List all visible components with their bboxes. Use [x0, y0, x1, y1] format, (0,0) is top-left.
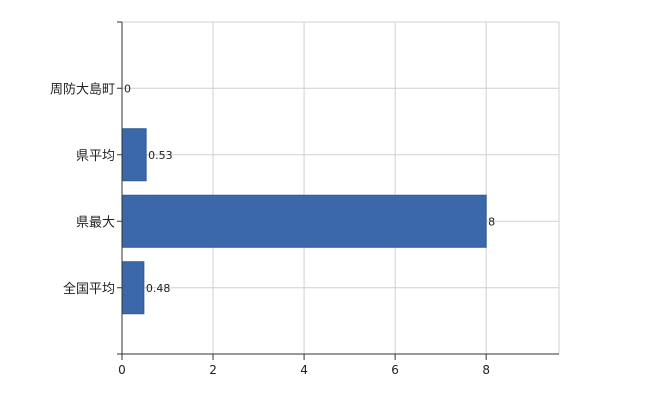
axes: [117, 21, 559, 360]
grid-lines: [122, 21, 560, 354]
x-tick-label: 0: [118, 363, 126, 377]
x-tick-label: 8: [482, 363, 490, 377]
y-tick-label: 県最大: [76, 215, 115, 230]
data-label: 0.48: [146, 282, 171, 295]
x-tick-label: 4: [300, 363, 308, 377]
data-label: 0: [124, 82, 131, 95]
y-tick-label: 県平均: [76, 149, 115, 164]
data-label: 8: [488, 215, 495, 228]
x-tick-label: 2: [209, 363, 217, 377]
bar: [121, 194, 487, 248]
x-tick-label: 6: [391, 363, 399, 377]
data-label: 0.53: [148, 149, 173, 162]
labels: 0 周防大島町 0.53 県平均 8 県最大 0.48 全国平均 0 2 4 6 8: [50, 81, 495, 377]
y-tick-label: 全国平均: [63, 281, 115, 297]
y-tick-label: 周防大島町: [50, 81, 115, 97]
bar: [121, 128, 147, 182]
bar: [121, 261, 145, 315]
